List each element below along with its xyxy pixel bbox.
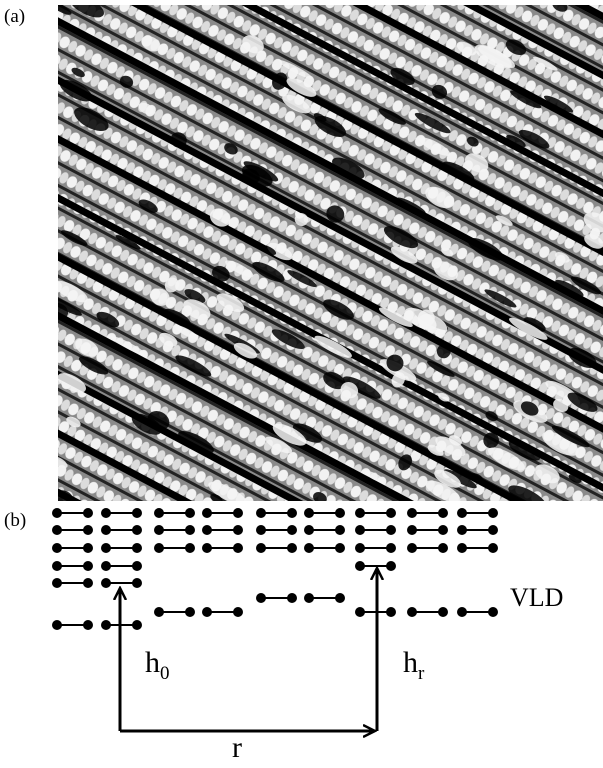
atom [304,593,314,603]
atom [386,525,396,535]
atom [457,508,467,518]
atom [132,525,142,535]
atom [101,620,111,630]
atom [132,561,142,571]
atom [132,620,142,630]
atom [101,543,111,553]
atom [83,620,93,630]
atom [335,543,345,553]
atom [386,561,396,571]
atom [83,508,93,518]
atom [52,620,62,630]
atom [256,543,266,553]
atom [438,525,448,535]
atom [438,508,448,518]
atom [355,543,365,553]
atom [233,525,243,535]
atom [335,525,345,535]
atom [154,607,164,617]
atom [287,525,297,535]
panel-label: (b) [4,510,26,531]
atom [438,543,448,553]
atom [52,561,62,571]
annotation: VLD [510,583,563,612]
stm-image [43,0,603,514]
atom [407,607,417,617]
atom [287,593,297,603]
atom [154,525,164,535]
panel-label: (a) [4,6,25,27]
atom [457,607,467,617]
atom [101,508,111,518]
atom [407,543,417,553]
atom [83,543,93,553]
atom [355,508,365,518]
figure: (a) (b) VLD h0 hr r [0,0,603,763]
distance-label: r [232,731,242,763]
atom [233,607,243,617]
atom [202,543,212,553]
atom [83,525,93,535]
atom [132,578,142,588]
atom [202,525,212,535]
atom [256,593,266,603]
atom [355,561,365,571]
atom [256,508,266,518]
atom [52,508,62,518]
atom [185,508,195,518]
atom [386,607,396,617]
atom [488,525,498,535]
atom [52,525,62,535]
atom [457,525,467,535]
height-label: h0 [145,646,170,684]
atom [83,578,93,588]
atom [304,543,314,553]
atom [355,607,365,617]
atom [304,508,314,518]
atom [202,508,212,518]
atom [335,508,345,518]
atom [407,525,417,535]
atom [386,508,396,518]
atom [101,561,111,571]
atom [488,607,498,617]
atom [287,543,297,553]
atom [488,543,498,553]
atom [185,543,195,553]
atom [386,543,396,553]
atom [83,561,93,571]
atom [132,508,142,518]
atom [488,508,498,518]
atom [185,607,195,617]
atom [132,543,142,553]
atom [457,543,467,553]
atom [335,593,345,603]
atom [233,543,243,553]
atom [154,543,164,553]
atom [287,508,297,518]
atom [101,578,111,588]
atom [52,578,62,588]
atom [256,525,266,535]
height-label: hr [403,646,425,684]
atom [233,508,243,518]
atom [304,525,314,535]
atom [438,607,448,617]
page: {"panels": [{"label": "(a)"}, {"label": … [0,0,603,763]
atom [202,607,212,617]
atom [185,525,195,535]
atom [101,525,111,535]
atom [154,508,164,518]
atom [407,508,417,518]
atom [52,543,62,553]
atom [355,525,365,535]
